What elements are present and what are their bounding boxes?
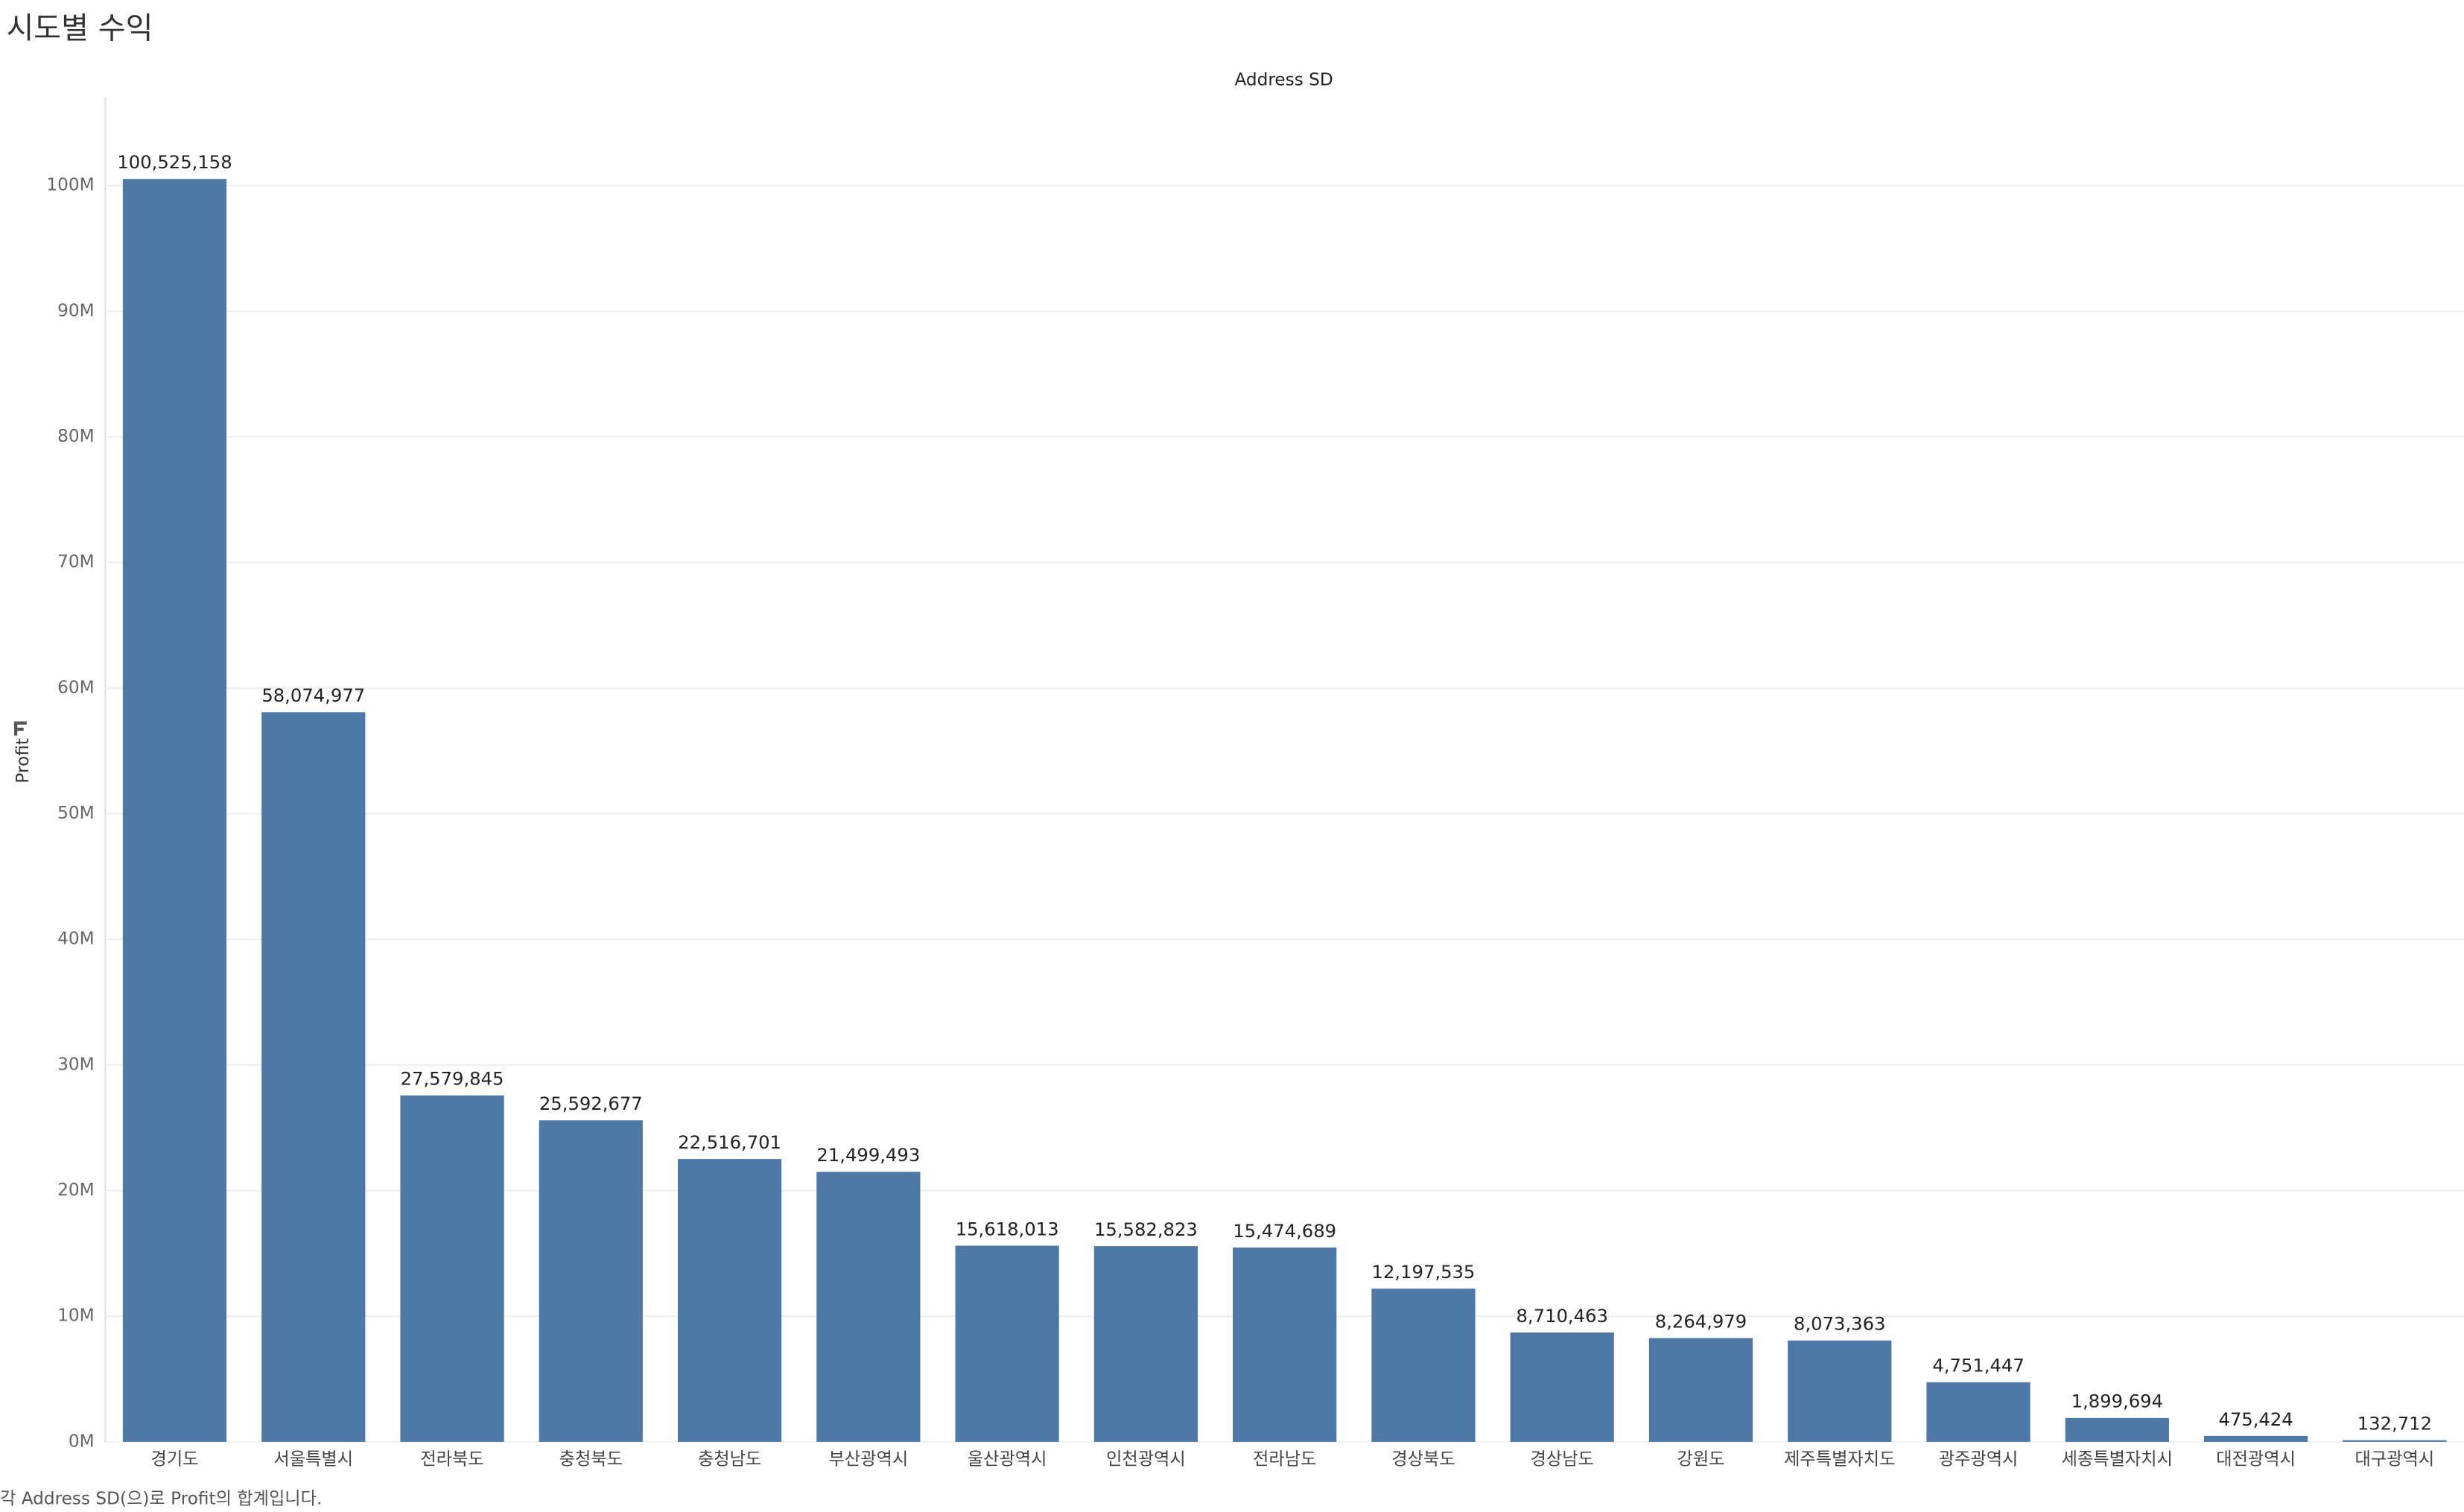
x-tick-label: 충청남도 bbox=[698, 1449, 761, 1470]
value-label: 15,618,013 bbox=[956, 1218, 1059, 1239]
value-label: 15,582,823 bbox=[1094, 1219, 1198, 1240]
bar bbox=[122, 179, 227, 1442]
x-axis-title: Address SD bbox=[1234, 69, 1333, 89]
bar bbox=[1093, 1246, 1198, 1442]
chart-title: 시도별 수익 bbox=[6, 11, 153, 45]
x-tick-label: 광주광역시 bbox=[1939, 1449, 2019, 1470]
x-tick-label: 세종특별자치시 bbox=[2062, 1449, 2173, 1470]
x-tick-label: 전라북도 bbox=[420, 1449, 483, 1470]
x-tick-label: 전라남도 bbox=[1253, 1449, 1316, 1470]
value-label: 22,516,701 bbox=[678, 1131, 781, 1153]
x-tick-label: 부산광역시 bbox=[829, 1449, 909, 1470]
y-tick-label: 60M bbox=[57, 677, 95, 697]
x-tick-label: 대전광역시 bbox=[2216, 1449, 2296, 1470]
value-label: 21,499,493 bbox=[816, 1144, 920, 1166]
value-label: 8,710,463 bbox=[1517, 1305, 1608, 1327]
y-tick-label: 70M bbox=[57, 552, 95, 572]
value-label: 132,712 bbox=[2357, 1413, 2432, 1435]
sort-icon-bar bbox=[17, 728, 24, 731]
bar bbox=[1926, 1382, 2030, 1442]
value-label: 8,264,979 bbox=[1655, 1310, 1747, 1332]
bar bbox=[1788, 1340, 1892, 1442]
x-tick-label: 대구광역시 bbox=[2355, 1449, 2435, 1470]
y-tick-label: 100M bbox=[46, 175, 94, 195]
x-tick-label: 경기도 bbox=[150, 1449, 198, 1470]
y-axis-title: Profit bbox=[13, 738, 33, 783]
bar bbox=[1371, 1289, 1476, 1442]
bar bbox=[677, 1159, 782, 1442]
x-tick-label: 충청북도 bbox=[559, 1449, 623, 1470]
y-tick-label: 80M bbox=[57, 426, 95, 446]
bar bbox=[539, 1120, 643, 1442]
x-tick-label: 울산광역시 bbox=[968, 1449, 1047, 1470]
x-tick-label: 경상남도 bbox=[1531, 1449, 1594, 1470]
x-tick-label: 서울특별시 bbox=[273, 1449, 353, 1470]
bar bbox=[1510, 1332, 1614, 1442]
value-label: 1,899,694 bbox=[2071, 1391, 2163, 1412]
bar bbox=[2203, 1435, 2308, 1442]
x-tick-label: 경상북도 bbox=[1391, 1449, 1455, 1470]
bar bbox=[816, 1172, 921, 1442]
y-tick-label: 40M bbox=[57, 929, 95, 949]
value-label: 475,424 bbox=[2218, 1408, 2293, 1430]
value-label: 58,074,977 bbox=[261, 684, 365, 706]
bar bbox=[261, 712, 366, 1442]
y-tick-label: 50M bbox=[57, 803, 95, 823]
y-tick-label: 10M bbox=[57, 1306, 95, 1326]
value-label: 8,073,363 bbox=[1794, 1313, 1885, 1335]
y-tick-label: 20M bbox=[57, 1180, 95, 1200]
footnote: 각 Address SD(으)로 Profit의 합계입니다. bbox=[0, 1488, 322, 1508]
value-label: 12,197,535 bbox=[1372, 1261, 1476, 1283]
bar bbox=[2065, 1417, 2169, 1442]
value-label: 100,525,158 bbox=[117, 151, 232, 173]
value-label: 4,751,447 bbox=[1932, 1355, 2024, 1376]
x-tick-label: 인천광역시 bbox=[1106, 1449, 1186, 1470]
x-tick-label: 강원도 bbox=[1677, 1449, 1724, 1470]
bar bbox=[2343, 1440, 2447, 1442]
sort-icon-bar bbox=[17, 721, 27, 725]
bar bbox=[400, 1095, 504, 1442]
bar bbox=[1648, 1338, 1753, 1442]
value-label: 27,579,845 bbox=[401, 1068, 504, 1090]
y-tick-label: 0M bbox=[69, 1431, 95, 1451]
bar bbox=[1233, 1247, 1337, 1442]
value-label: 25,592,677 bbox=[539, 1093, 643, 1114]
sort-icon-bar bbox=[13, 721, 18, 736]
bar bbox=[955, 1245, 1059, 1442]
x-tick-label: 제주특별자치도 bbox=[1784, 1449, 1895, 1470]
y-tick-label: 30M bbox=[57, 1054, 95, 1074]
value-label: 15,474,689 bbox=[1233, 1220, 1336, 1242]
sort-icon[interactable] bbox=[13, 721, 27, 736]
y-tick-label: 90M bbox=[57, 300, 95, 320]
